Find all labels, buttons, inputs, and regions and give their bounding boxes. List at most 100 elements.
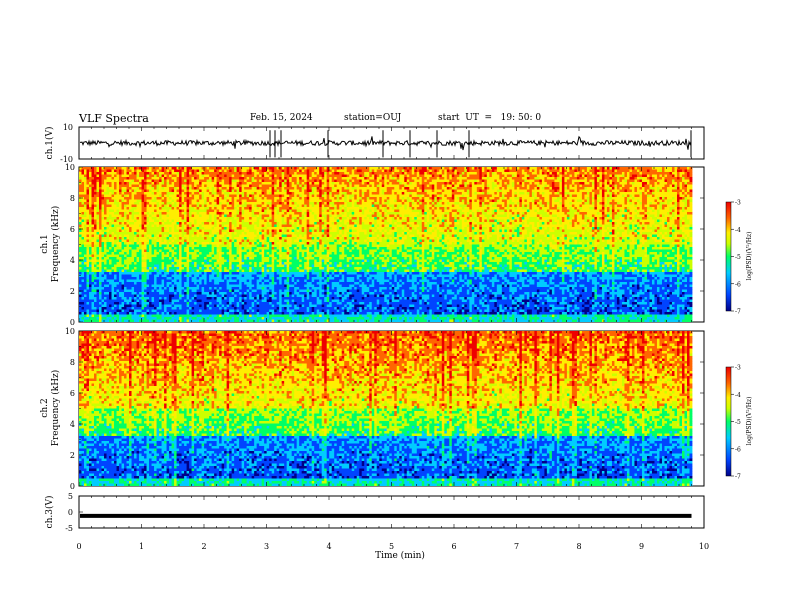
ch1-spectrogram-cell (106, 187, 110, 190)
ch1-spectrogram-cell (171, 199, 175, 203)
ch1-spectrogram-cell (541, 187, 545, 190)
ch1-spectrogram-cell (136, 182, 140, 185)
ch1-spectrogram-cell (369, 197, 373, 200)
ch1-spectrogram-cell (381, 182, 385, 185)
ch1-spectrogram-cell (659, 189, 663, 193)
ch1-spectrogram-cell (84, 184, 87, 188)
ch1-spectrogram-cell (519, 177, 523, 180)
ch1-spectrogram-cell (334, 199, 338, 203)
ch1-spectrogram-cell (424, 189, 428, 193)
ch1-spectrogram-cell (396, 192, 400, 195)
ch1-spectrogram-cell (146, 217, 150, 220)
ch1-spectrogram-cell (649, 182, 653, 185)
ch1-spectrogram-cell (551, 202, 555, 205)
ch1-spectrogram-cell (159, 204, 162, 208)
ch1-spectrogram-cell (349, 204, 353, 208)
ch1-spectrogram-cell (336, 207, 340, 210)
ch1-spectrogram-cell (149, 192, 152, 195)
ch1-spectrogram-cell (491, 212, 495, 215)
ch1-spectrogram-cell (81, 202, 85, 205)
ch1-spectrogram-cell (351, 189, 355, 193)
ch1-spectrogram-cell (539, 174, 543, 178)
ch1-spectrogram-cell (651, 189, 655, 193)
ch1-spectrogram-cell (134, 212, 137, 215)
ch1-spectrogram-cell (646, 192, 650, 195)
ch1-spectrogram-cell (281, 212, 285, 215)
ch1-spectrogram-cell (369, 172, 373, 175)
ch1-spectrogram-cell (646, 207, 650, 210)
ch1-spectrogram-cell (666, 209, 670, 213)
ch1-spectrogram-cell (314, 214, 318, 218)
ch1-spectrogram-cell (506, 172, 510, 175)
ch1-spectrogram-cell (209, 187, 213, 190)
ch1-spectrogram-cell (556, 179, 560, 183)
ch1-spectrogram-cell (459, 194, 463, 198)
ch1-spectrogram-cell (689, 189, 693, 193)
ch1-spectrogram-cell (174, 167, 177, 170)
ch1-spectrogram-cell (424, 192, 428, 195)
ch1-spectrogram-cell (96, 187, 100, 190)
ch1-spectrogram-cell (191, 197, 195, 200)
ch1-spectrogram-cell (499, 207, 503, 210)
ch1-spectrogram-cell (189, 189, 192, 193)
ch1-spectrogram-cell (639, 179, 643, 183)
ch1-spectrogram-cell (99, 167, 102, 170)
ch1-spectrogram-cell (666, 172, 670, 175)
ch1-spectrogram-cell (476, 194, 480, 198)
ch1-spectrogram-cell (396, 199, 400, 203)
ch1-spectrogram-cell (139, 177, 142, 180)
ch1-spectrogram-cell (679, 169, 683, 173)
ch1-spectrogram-cell (241, 177, 245, 180)
ch1-spectrogram-cell (311, 177, 315, 180)
ch1-spectrogram-cell (581, 172, 585, 175)
ch1-spectrogram-cell (366, 194, 370, 198)
ch1-spectrogram-cell (586, 169, 590, 173)
ch1-spectrogram-cell (529, 209, 533, 213)
ch1-spectrogram-cell (444, 214, 448, 218)
ch1-spectrogram-cell (194, 177, 197, 180)
ch1-spectrogram-cell (486, 192, 490, 195)
ch1-spectrogram-cell (524, 202, 528, 205)
ch1-spectrogram-cell (619, 199, 623, 203)
ch1-spectrogram-cell (231, 174, 235, 178)
ch1-spectrogram-cell (186, 199, 190, 203)
ch1-spectrogram-cell (86, 197, 90, 200)
ch1-spectrogram-cell (134, 194, 137, 198)
ch1-spectrogram-cell (94, 187, 97, 190)
ch1-spectrogram-cell (359, 204, 363, 208)
ch1-spectrogram-cell (636, 212, 640, 215)
ch1-spectrogram-cell (386, 194, 390, 198)
ch1-spectrogram-cell (239, 209, 243, 213)
ch1-spectrogram-cell (559, 189, 563, 193)
ch1-spectrogram-cell (396, 187, 400, 190)
ch1-spectrogram-cell (151, 169, 155, 173)
ch1-spectrogram-cell (529, 172, 533, 175)
ch1-spectrogram-cell (426, 204, 430, 208)
ch1-spectrogram-cell (309, 169, 313, 173)
ch1-spectrogram-cell (644, 212, 648, 215)
ch1-spectrogram-cell (374, 182, 378, 185)
ch1-spectrogram-cell (401, 187, 405, 190)
ch1-spectrogram-cell (234, 197, 238, 200)
ch1-spectrogram-cell (151, 212, 155, 215)
ch1-spectrogram-cell (416, 204, 420, 208)
ch1-spectrogram-cell (156, 199, 160, 203)
ch1-spectrogram-cell (629, 179, 633, 183)
ch1-spectrogram-cell (609, 197, 613, 200)
ch1-spectrogram-cell (439, 212, 443, 215)
ch1-spectrogram-cell (196, 177, 200, 180)
ch1-spectrogram-cell (161, 177, 165, 180)
ch1-spectrogram-cell (109, 169, 112, 173)
ch1-spectrogram-cell (239, 202, 243, 205)
ch1-spectrogram-cell (101, 169, 105, 173)
ch1-spectrogram-cell (486, 202, 490, 205)
ch1-spectrogram-cell (524, 182, 528, 185)
ch1-spectrogram-cell (561, 212, 565, 215)
ch1-spectrogram-cell (134, 172, 137, 175)
ch1-spectrogram-cell (304, 184, 308, 188)
ch1-spectrogram-cell (456, 199, 460, 203)
ch1-spectrogram-cell (244, 197, 248, 200)
ch1-spectrogram-cell (439, 177, 443, 180)
ch1-spectrogram-cell (296, 184, 300, 188)
ch1-spectrogram-cell (239, 192, 243, 195)
